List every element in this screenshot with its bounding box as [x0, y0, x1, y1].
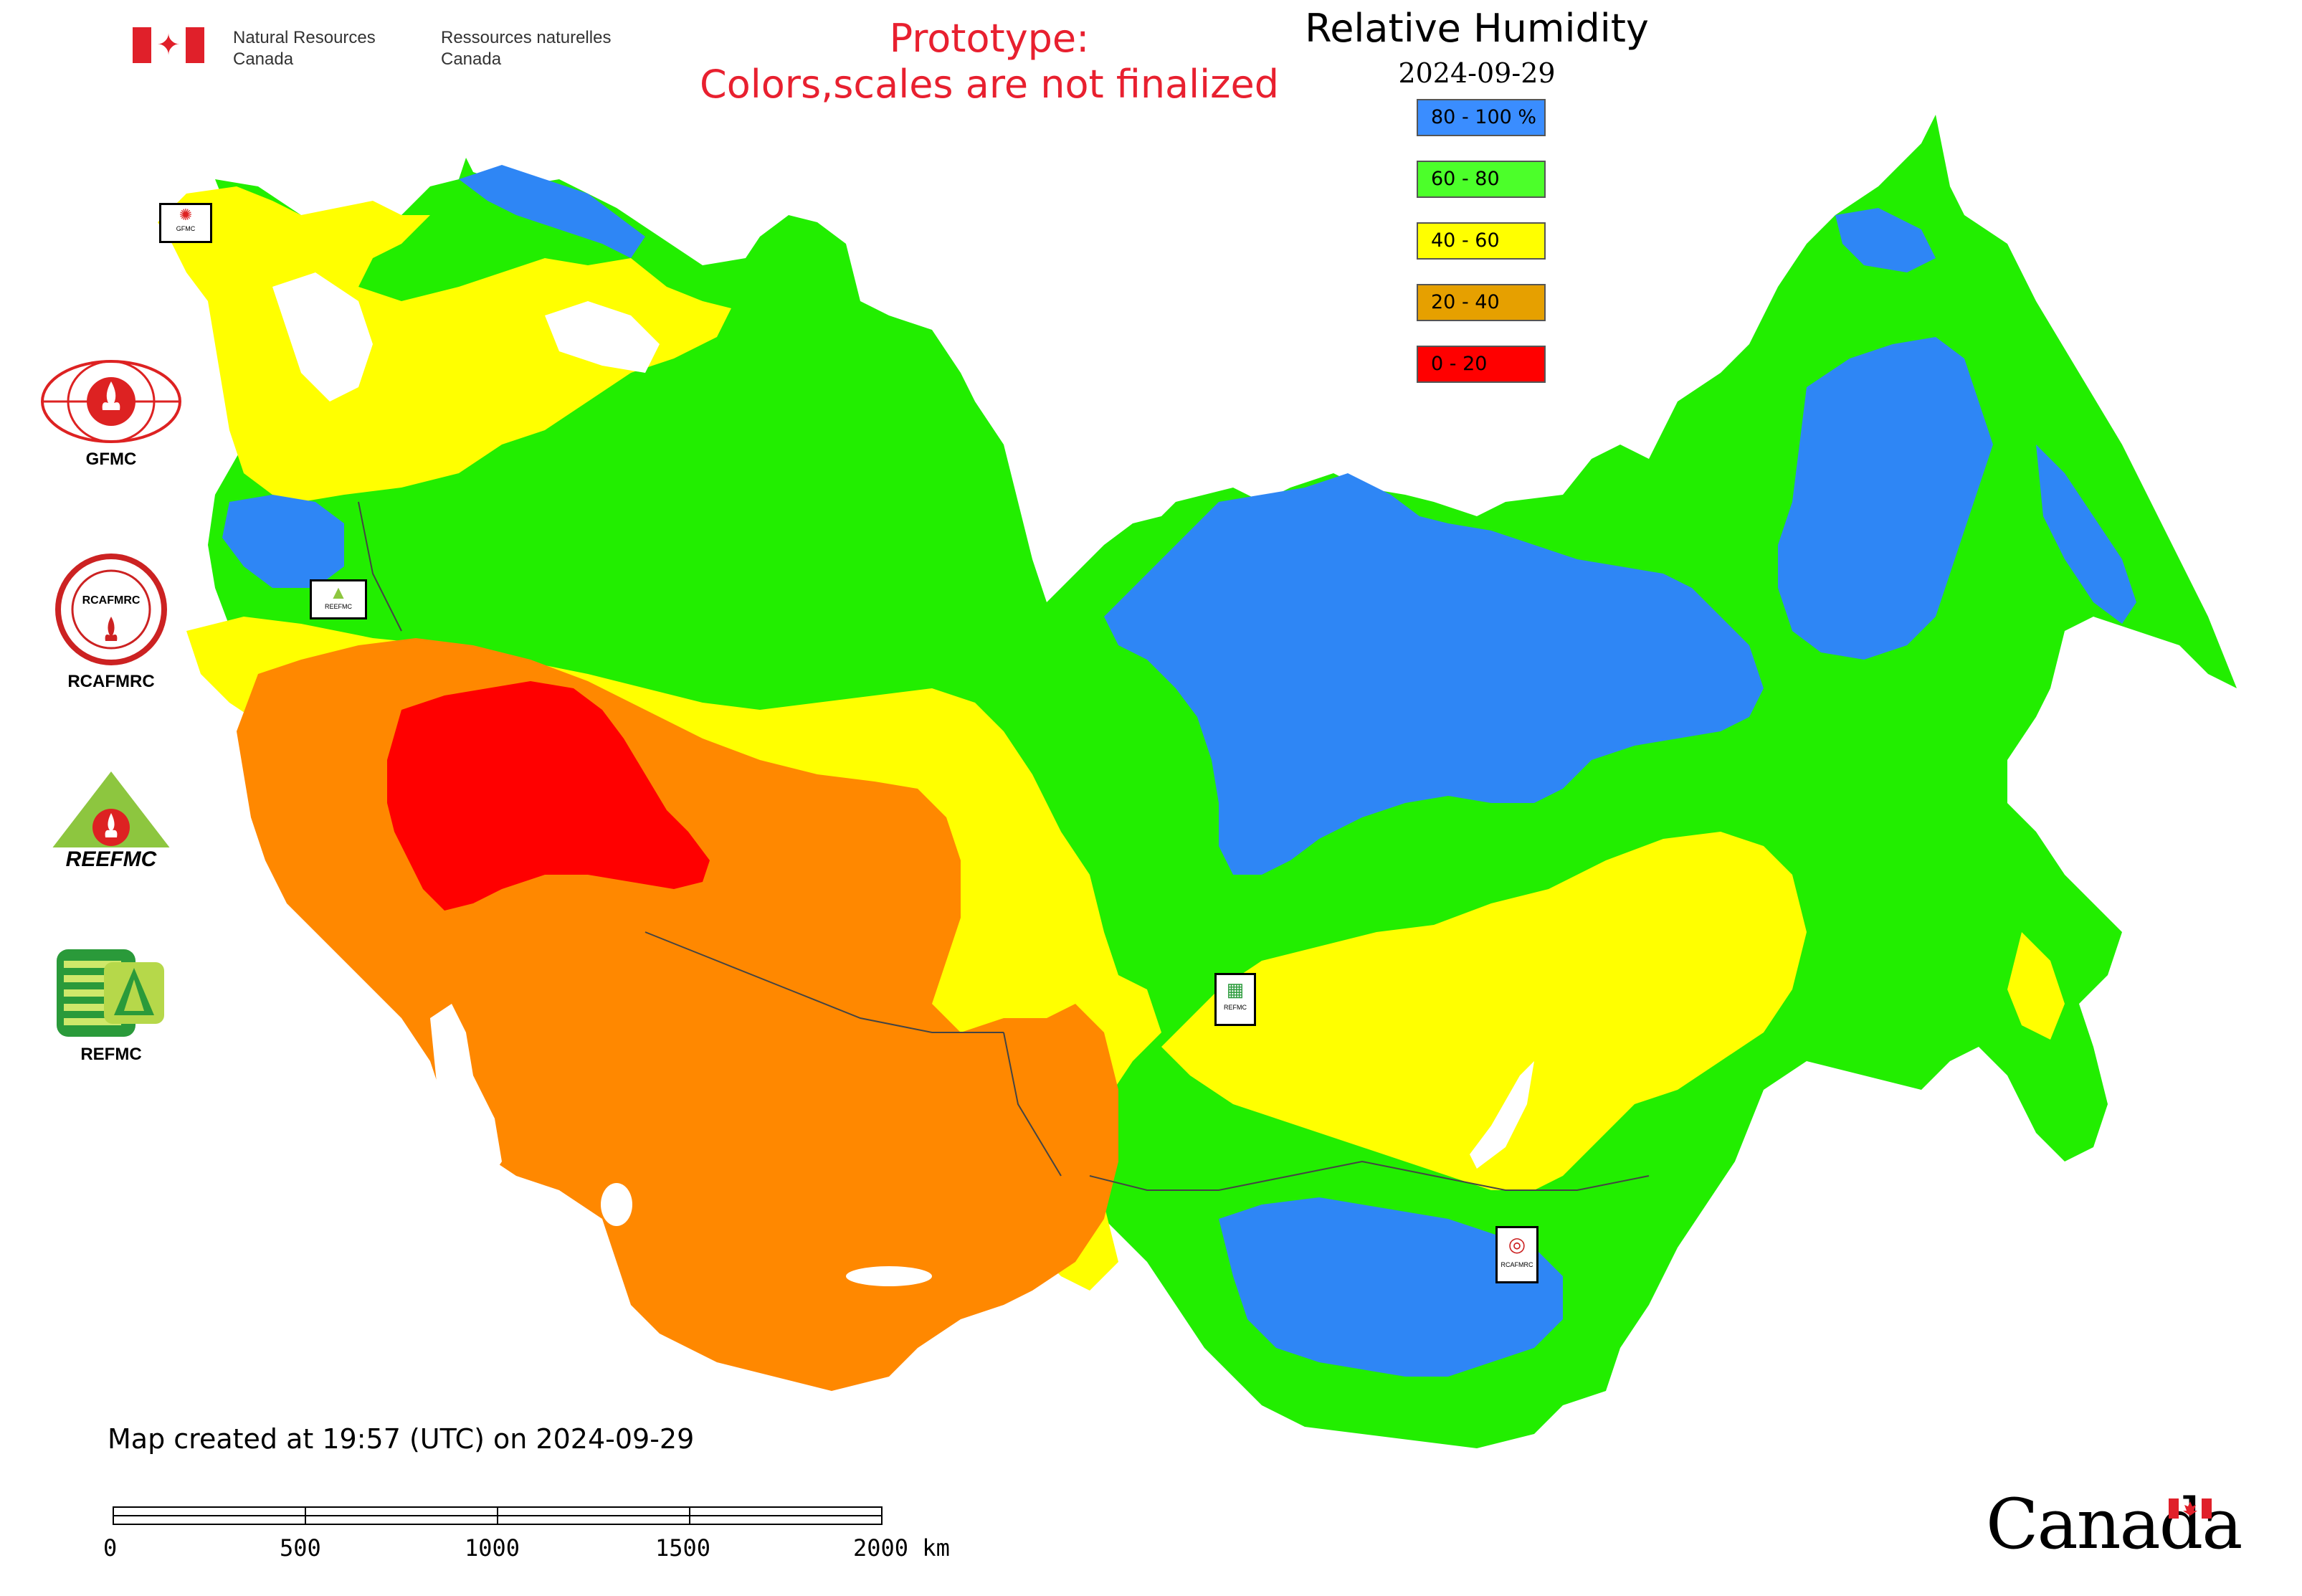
scale-label-500: 500 [280, 1534, 321, 1562]
region-yellow-ne [2007, 932, 2065, 1040]
nrcan-signature: ✦ Natural Resources Canada Ressources nat… [133, 27, 620, 70]
scale-label-1500: 1500 [655, 1534, 711, 1562]
prototype-notice: Prototype: Colors,scales are not finaliz… [700, 16, 1279, 107]
gfmc-logo-icon [41, 360, 181, 443]
refmc-logo-icon [57, 949, 164, 1037]
map-created-text: Map created at 19:57 (UTC) on 2024-09-29 [108, 1423, 695, 1455]
white-sea [545, 301, 660, 373]
region-blue-ne [1778, 337, 1993, 660]
reefmc-logo-icon: REEFMC [35, 771, 187, 871]
aral-sea [601, 1183, 632, 1226]
dept-name-en: Natural Resources Canada [233, 28, 376, 69]
refmc-logo: REFMC [29, 946, 194, 1065]
rcafmrc-logo: RCAFMRC RCAFMRC [29, 552, 194, 692]
svg-text:RCAFMRC: RCAFMRC [82, 594, 141, 607]
legend-item-60-80: 60 - 80 [1417, 161, 1546, 198]
borders [358, 501, 1650, 1191]
gfmc-marker[interactable]: ✺ GFMC [159, 203, 212, 243]
region-blue-chukotka [1835, 208, 1936, 272]
canada-wordmark-flag-icon [2169, 1498, 2212, 1519]
legend-item-40-60: 40 - 60 [1417, 222, 1546, 260]
legend-item-20-40: 20 - 40 [1417, 284, 1546, 321]
scale-label-1000: 1000 [465, 1534, 520, 1562]
scale-label-0: 0 [103, 1534, 118, 1562]
region-blue-baltic [222, 495, 344, 588]
region-blue-central-siberia [1104, 473, 1764, 875]
reefmc-marker[interactable]: ▲ REEFMC [310, 579, 367, 619]
rcafmrc-marker-icon: ◎ [1508, 1233, 1526, 1255]
refmc-marker[interactable]: ▦ REFMC [1214, 973, 1256, 1026]
gulf-bothnia [272, 272, 373, 402]
lake-balkhash [846, 1266, 932, 1286]
dept-name-fr: Ressources naturelles Canada [441, 28, 612, 69]
map-date: 2024-09-29 [1398, 57, 1556, 89]
region-yellow-south-siberia [1161, 832, 1807, 1190]
map-title: Relative Humidity [1305, 6, 1649, 51]
canada-wordmark: Canada [1986, 1484, 2242, 1564]
region-yellow-nw [158, 186, 731, 502]
reefmc-wordmark: REEFMC [66, 847, 158, 871]
rcafmrc-marker[interactable]: ◎ RCAFMRC [1495, 1226, 1538, 1283]
reefmc-logo: REEFMC [29, 767, 194, 880]
region-blue-kamchatka [2036, 445, 2136, 624]
gfmc-marker-icon: ✺ [179, 206, 193, 224]
refmc-marker-icon: ▦ [1226, 979, 1245, 1000]
legend-item-0-20: 0 - 20 [1417, 346, 1546, 383]
scale-label-2000: 2000 km [853, 1534, 950, 1562]
region-red [387, 681, 710, 911]
region-blue-mongolia [1219, 1197, 1563, 1377]
legend-item-80-100: 80 - 100 % [1417, 99, 1546, 136]
canada-flag-icon: ✦ [133, 27, 204, 63]
gfmc-logo: GFMC [29, 358, 194, 470]
scale-bar [113, 1506, 883, 1525]
lake-baikal [1470, 1061, 1534, 1169]
region-blue-kola [459, 165, 645, 258]
rcafmrc-logo-icon: RCAFMRC [55, 554, 167, 665]
reefmc-marker-icon: ▲ [329, 581, 348, 603]
caspian-sea [430, 1004, 502, 1183]
